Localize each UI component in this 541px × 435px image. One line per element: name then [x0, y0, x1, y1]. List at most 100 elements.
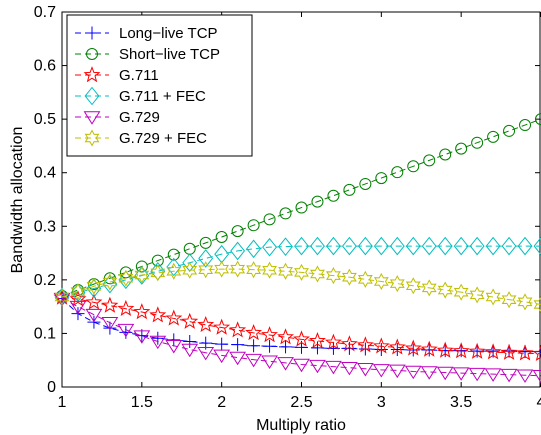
data-point: [533, 295, 541, 314]
data-point: [133, 330, 151, 344]
data-point: [423, 154, 436, 167]
data-point: [262, 237, 278, 257]
data-point: [183, 334, 197, 348]
x-axis-label: Multiply ratio: [256, 417, 346, 434]
legend-marker: [86, 48, 98, 60]
data-point: [165, 340, 183, 354]
data-point: [263, 213, 276, 226]
data-point: [229, 351, 247, 366]
data-point: [277, 328, 294, 345]
legend-label: G.711: [119, 67, 159, 84]
data-point: [501, 291, 517, 309]
data-point: [533, 236, 541, 256]
data-point: [181, 343, 199, 358]
data-point: [117, 323, 135, 338]
data-point: [167, 333, 181, 347]
data-point: [357, 270, 373, 288]
series-0: [55, 292, 541, 359]
legend-marker: [84, 86, 100, 106]
data-point: [149, 335, 167, 350]
data-point: [535, 113, 541, 126]
data-point: [215, 337, 229, 351]
data-point: [359, 177, 372, 190]
data-point: [117, 299, 135, 316]
data-point: [101, 316, 119, 331]
x-tick-label: 1: [58, 394, 67, 411]
legend-label: Short−live TCP: [119, 46, 220, 63]
data-point: [471, 136, 484, 149]
data-point: [213, 318, 231, 335]
x-tick-label: 3: [377, 394, 386, 411]
data-point: [375, 172, 388, 185]
data-point: [230, 241, 246, 261]
data-point: [134, 266, 150, 285]
data-point: [181, 312, 199, 329]
data-point: [167, 248, 180, 261]
y-tick-label: 0: [47, 379, 56, 396]
data-point: [166, 257, 182, 277]
data-point: [246, 261, 262, 279]
series-4: [53, 292, 541, 384]
series-5: [54, 260, 541, 314]
data-point: [294, 236, 309, 256]
data-point: [469, 236, 485, 256]
data-point: [500, 368, 518, 383]
data-point: [295, 201, 308, 214]
data-point: [231, 225, 244, 238]
data-point: [437, 281, 453, 299]
data-point: [149, 306, 167, 323]
data-point: [103, 321, 117, 335]
data-point: [166, 262, 182, 280]
y-tick-label: 0.4: [34, 165, 56, 182]
data-point: [309, 332, 326, 349]
y-tick-label: 0.7: [34, 4, 56, 21]
data-point: [263, 339, 277, 353]
data-point: [198, 261, 214, 279]
data-point: [455, 142, 468, 155]
legend-marker: [85, 26, 99, 40]
legend-marker: [84, 129, 100, 147]
data-point: [293, 358, 310, 373]
data-point: [468, 367, 486, 382]
data-point: [372, 337, 390, 354]
data-point: [197, 315, 215, 333]
data-point: [516, 369, 534, 383]
data-point: [279, 340, 293, 354]
data-point: [229, 321, 247, 338]
data-point: [199, 236, 212, 249]
data-point: [420, 340, 438, 357]
data-point: [516, 344, 534, 361]
data-point: [325, 360, 342, 375]
data-point: [406, 343, 420, 357]
data-point: [214, 260, 230, 278]
data-point: [246, 239, 262, 259]
y-tick-label: 0.1: [34, 325, 56, 342]
data-point: [150, 264, 166, 282]
data-point: [310, 341, 324, 355]
data-point: [311, 195, 324, 208]
data-point: [151, 331, 165, 345]
data-point: [53, 292, 71, 307]
data-point: [343, 183, 356, 196]
series-2: [53, 288, 541, 361]
data-point: [439, 148, 452, 161]
legend-label: Long−live TCP: [119, 25, 218, 42]
data-point: [436, 341, 454, 358]
data-point: [452, 342, 470, 359]
data-point: [452, 367, 470, 381]
data-point: [391, 166, 404, 179]
data-point: [261, 355, 278, 369]
data-point: [294, 263, 309, 281]
data-point: [325, 236, 341, 256]
data-point: [278, 262, 293, 280]
data-point: [405, 236, 421, 256]
data-point: [340, 361, 358, 376]
plot-area: 1 1.5 2 2.5 3 3.5 4 0 0.1 0.2 0.3 0.4 0.5 0.6 0.7 Long−…: [34, 4, 541, 411]
x-tick-label: 2.5: [290, 394, 312, 411]
data-point: [437, 236, 453, 256]
data-point: [484, 368, 502, 382]
series-line: [61, 268, 541, 305]
data-point: [341, 236, 357, 256]
x-tick-label: 3.5: [450, 394, 472, 411]
data-point: [517, 293, 533, 311]
